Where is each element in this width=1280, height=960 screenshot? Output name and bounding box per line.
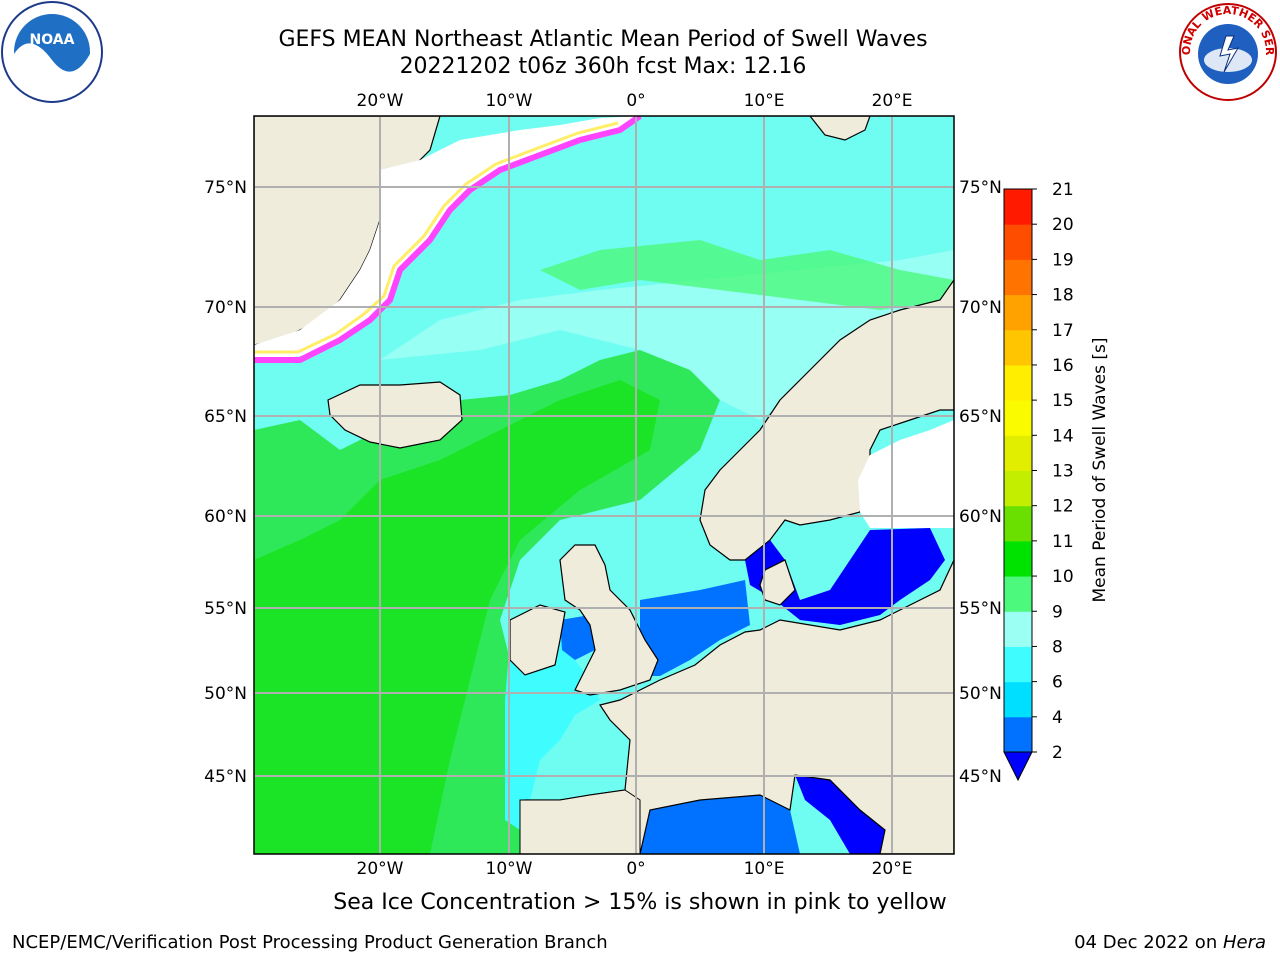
lat-label-right: 75°N [959,178,1002,198]
sea-ice-edge [254,116,642,363]
lat-label-right: 50°N [959,684,1002,704]
lat-label-left: 70°N [204,298,247,318]
colorbar-tick-label: 21 [1052,180,1074,200]
ireland-land [509,604,566,676]
swell-region-mid-green-north [540,240,954,310]
graticule [254,116,954,854]
colorbar-segment [1004,716,1032,753]
colorbar-tick-label: 15 [1052,391,1074,411]
colorbar-segment [1004,294,1032,331]
swell-region-blue-irish [560,615,595,660]
colorbar-tick-label: 13 [1052,462,1074,482]
swell-region-adriatic [795,775,885,854]
lat-label-right: 45°N [959,767,1002,787]
lat-labels: 45°N 50°N 55°N 60°N 65°N 70°N 75°N 45°N … [204,178,1002,787]
swell-region-blue-northsea [640,580,750,676]
colorbar-tick-label: 14 [1052,426,1074,446]
continent-land [519,559,954,854]
colorbar-segment [1004,189,1032,225]
colorbar-segment [1004,505,1032,542]
colorbar-tick-label: 10 [1052,567,1074,587]
colorbar-segment [1004,224,1032,260]
lon-label-bottom: 0° [626,859,645,879]
sea-ice-note: Sea Ice Concentration > 15% is shown in … [333,890,947,915]
lon-label-bottom: 10°E [744,859,785,879]
colorbar-segment [1004,364,1032,401]
lon-label-top: 10°W [486,91,533,111]
colorbar-segment [1004,681,1032,718]
lat-label-right: 55°N [959,599,1002,619]
colorbar-tick-label: 8 [1052,637,1063,657]
lat-label-left: 75°N [204,178,247,198]
lon-label-bottom: 10°W [486,859,533,879]
colorbar-segment [1004,646,1032,683]
swell-region-mediterranean [640,795,800,854]
lat-label-right: 60°N [959,507,1002,527]
lon-label-top: 20°E [872,91,913,111]
lon-label-top: 20°W [357,91,404,111]
map-frame [253,115,955,855]
colorbar-segment [1004,576,1032,612]
colorbar-tick-label: 17 [1052,321,1074,341]
lon-label-bottom: 20°E [872,859,913,879]
sea-ice-edge-yellow [254,121,619,354]
footer-host: Hera [1222,932,1266,953]
colorbar-segment [1004,470,1032,507]
swell-region-baltic [745,528,945,625]
lon-label-top: 10°E [744,91,785,111]
colorbar-tick-label: 19 [1052,250,1074,270]
colorbar-under-triangle [1003,751,1033,782]
noaa-logo-text: NOAA [30,32,75,48]
sweden-white [858,420,954,528]
lat-label-right: 65°N [959,407,1002,427]
nws-logo: NATIONAL WEATHER SERVICE [1176,0,1277,101]
colorbar-tick-label: 18 [1052,286,1074,306]
colorbar-segment [1004,329,1032,366]
lon-label-bottom: 20°W [357,859,404,879]
denmark-land [759,559,796,606]
map-area [254,116,954,854]
colorbar-tick-label: 2 [1052,743,1063,763]
colorbar-segment [1004,259,1032,296]
svalbard-land [809,116,871,141]
noaa-logo: NOAA [1,1,103,103]
colorbar-label: Mean Period of Swell Waves [s] [1090,338,1110,603]
lon-label-top: 0° [626,91,645,111]
colorbar-tick-label: 4 [1052,708,1063,728]
lat-label-right: 70°N [959,298,1002,318]
colorbar-segment [1004,540,1032,577]
colorbar-tick-label: 20 [1052,215,1074,235]
lat-label-left: 55°N [204,599,247,619]
lat-label-left: 45°N [204,767,247,787]
swell-region-bright-green [254,380,660,854]
greenland-ice-white [254,116,640,360]
footer-date-text: 04 Dec 2022 on [1074,932,1223,953]
plot-title: GEFS MEAN Northeast Atlantic Mean Period… [278,27,928,52]
colorbar-tick-label: 9 [1052,602,1063,622]
colorbar: 2 4 6 8 9 10 11 12 13 14 15 16 17 18 19 20 21 [1003,180,1074,782]
lat-label-left: 50°N [204,684,247,704]
lat-label-left: 65°N [204,407,247,427]
footer-date: 04 Dec 2022 on Hera [1074,932,1266,953]
colorbar-tick-label: 6 [1052,673,1063,693]
colorbar-segment [1004,435,1032,471]
colorbar-tick-label: 12 [1052,497,1074,517]
colorbar-segment [1004,400,1032,436]
iberia-coast-shade [519,789,641,854]
footer-credit: NCEP/EMC/Verification Post Processing Pr… [12,932,608,953]
lat-label-left: 60°N [204,507,247,527]
colorbar-segment [1004,611,1032,647]
colorbar-tick-label: 11 [1052,532,1074,552]
colorbar-tick-label: 16 [1052,356,1074,376]
plot-subtitle: 20221202 t06z 360h fcst Max: 12.16 [399,54,807,79]
lon-labels: 20°W 10°W 0° 10°E 20°E 20°W 10°W 0° 10°E… [357,91,913,879]
